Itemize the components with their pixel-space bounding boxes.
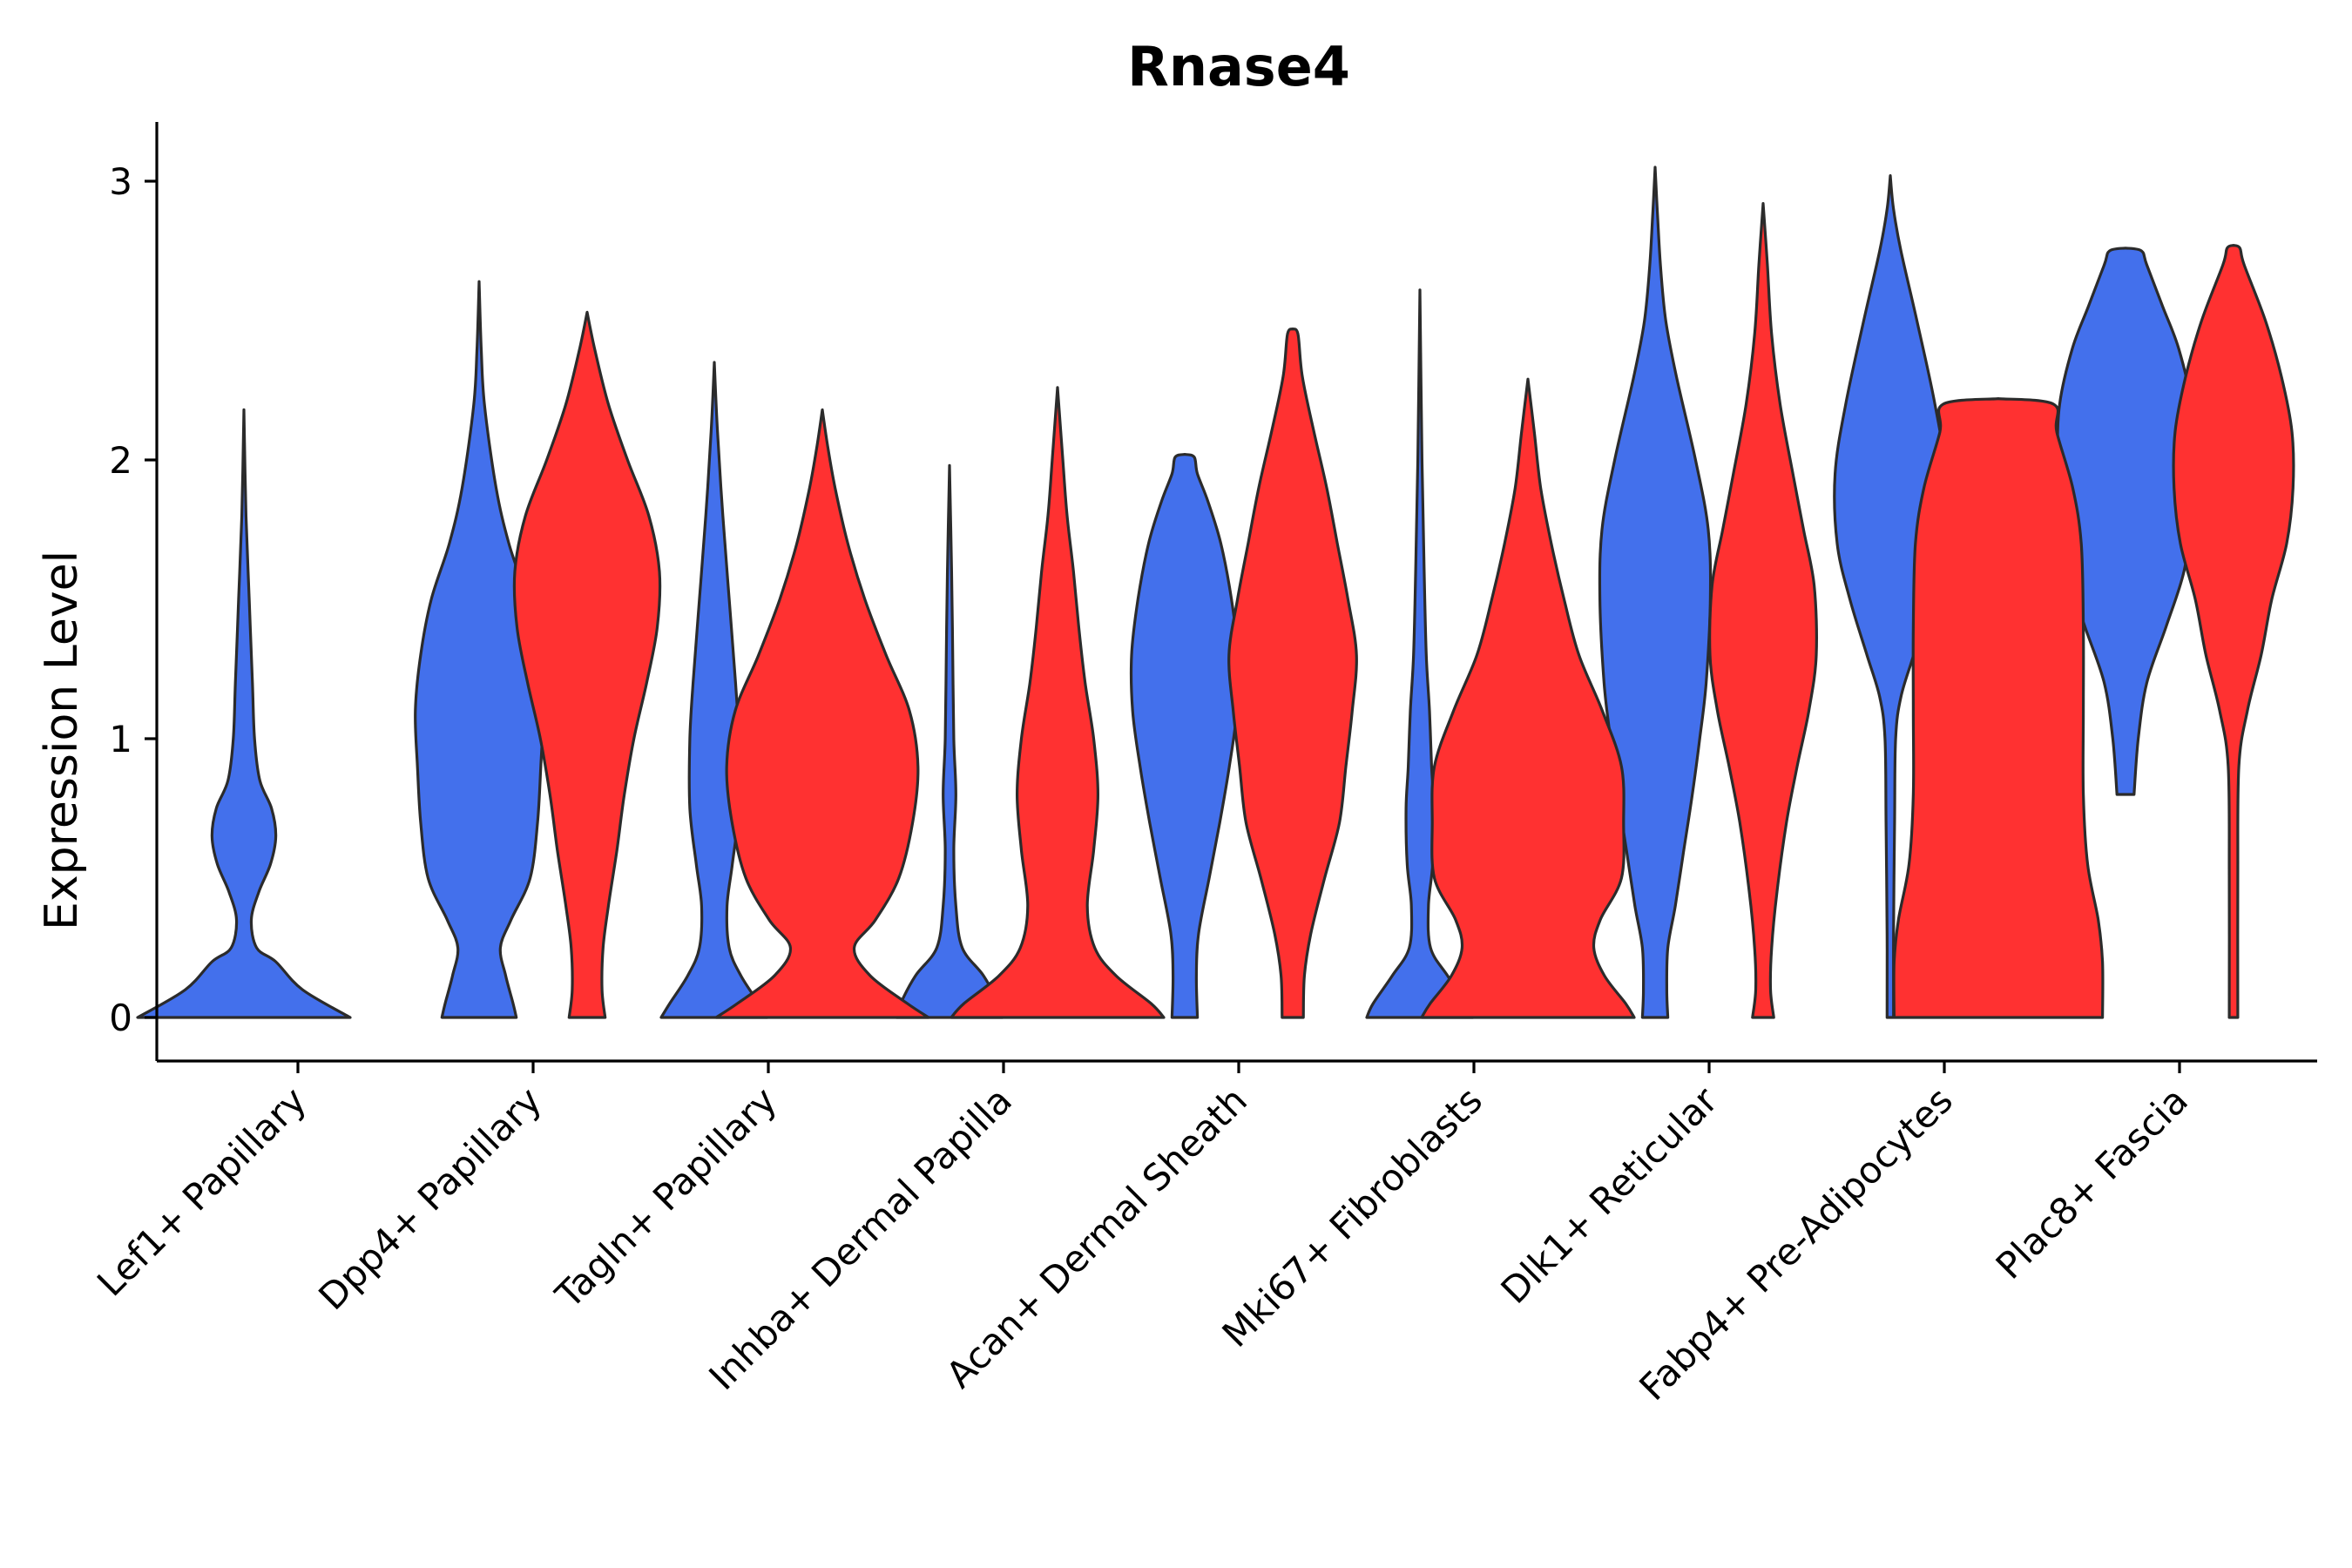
x-tick-label-plac8-fascia: Plac8+ Fascia xyxy=(1988,1078,2196,1287)
x-tick-label-dpp4-papillary: Dpp4+ Papillary xyxy=(310,1078,550,1318)
violin-2-inhba-dermal-papilla xyxy=(950,386,1166,1019)
x-tick-label-tagln-papillary: Tagln+ Papillary xyxy=(547,1078,785,1316)
x-tick-label-mki67-fibroblasts: Mki67+ Fibroblasts xyxy=(1214,1078,1490,1355)
violin-1-dpp4-papillary xyxy=(414,280,544,1019)
violin-2-mki67-fibroblasts xyxy=(1420,377,1636,1019)
violin-2-plac8-fascia xyxy=(2172,244,2295,1019)
violin-1-lef1-papillary xyxy=(136,408,352,1019)
y-tick-label-0: 0 xyxy=(109,997,132,1039)
x-tick-label-lef1-papillary: Lef1+ Papillary xyxy=(89,1078,314,1304)
violins-layer xyxy=(136,166,2295,1019)
violin-1-inhba-dermal-papilla xyxy=(895,463,1004,1019)
x-tick-label-dlk1-reticular: Dlk1+ Reticular xyxy=(1493,1078,1727,1312)
y-tick-label-3: 3 xyxy=(109,160,132,203)
violin-1-mki67-fibroblasts xyxy=(1365,288,1475,1019)
violin-2-tagln-papillary xyxy=(714,408,930,1019)
y-axis-label: Expression Level xyxy=(36,551,88,930)
violin-1-fabp4-pre-adipocytes xyxy=(1833,174,1948,1019)
violin-2-fabp4-pre-adipocytes xyxy=(1892,397,2105,1019)
violin-2-acan-dermal-sheath xyxy=(1227,328,1358,1019)
chart-title: Rnase4 xyxy=(1127,35,1350,98)
violin-1-tagln-papillary xyxy=(659,361,769,1019)
y-tick-label-1: 1 xyxy=(109,718,132,760)
violin-2-dpp4-papillary xyxy=(512,310,662,1019)
violin-1-acan-dermal-sheath xyxy=(1129,453,1240,1019)
violin-2-dlk1-reticular xyxy=(1708,202,1818,1019)
y-tick-label-2: 2 xyxy=(109,439,132,482)
